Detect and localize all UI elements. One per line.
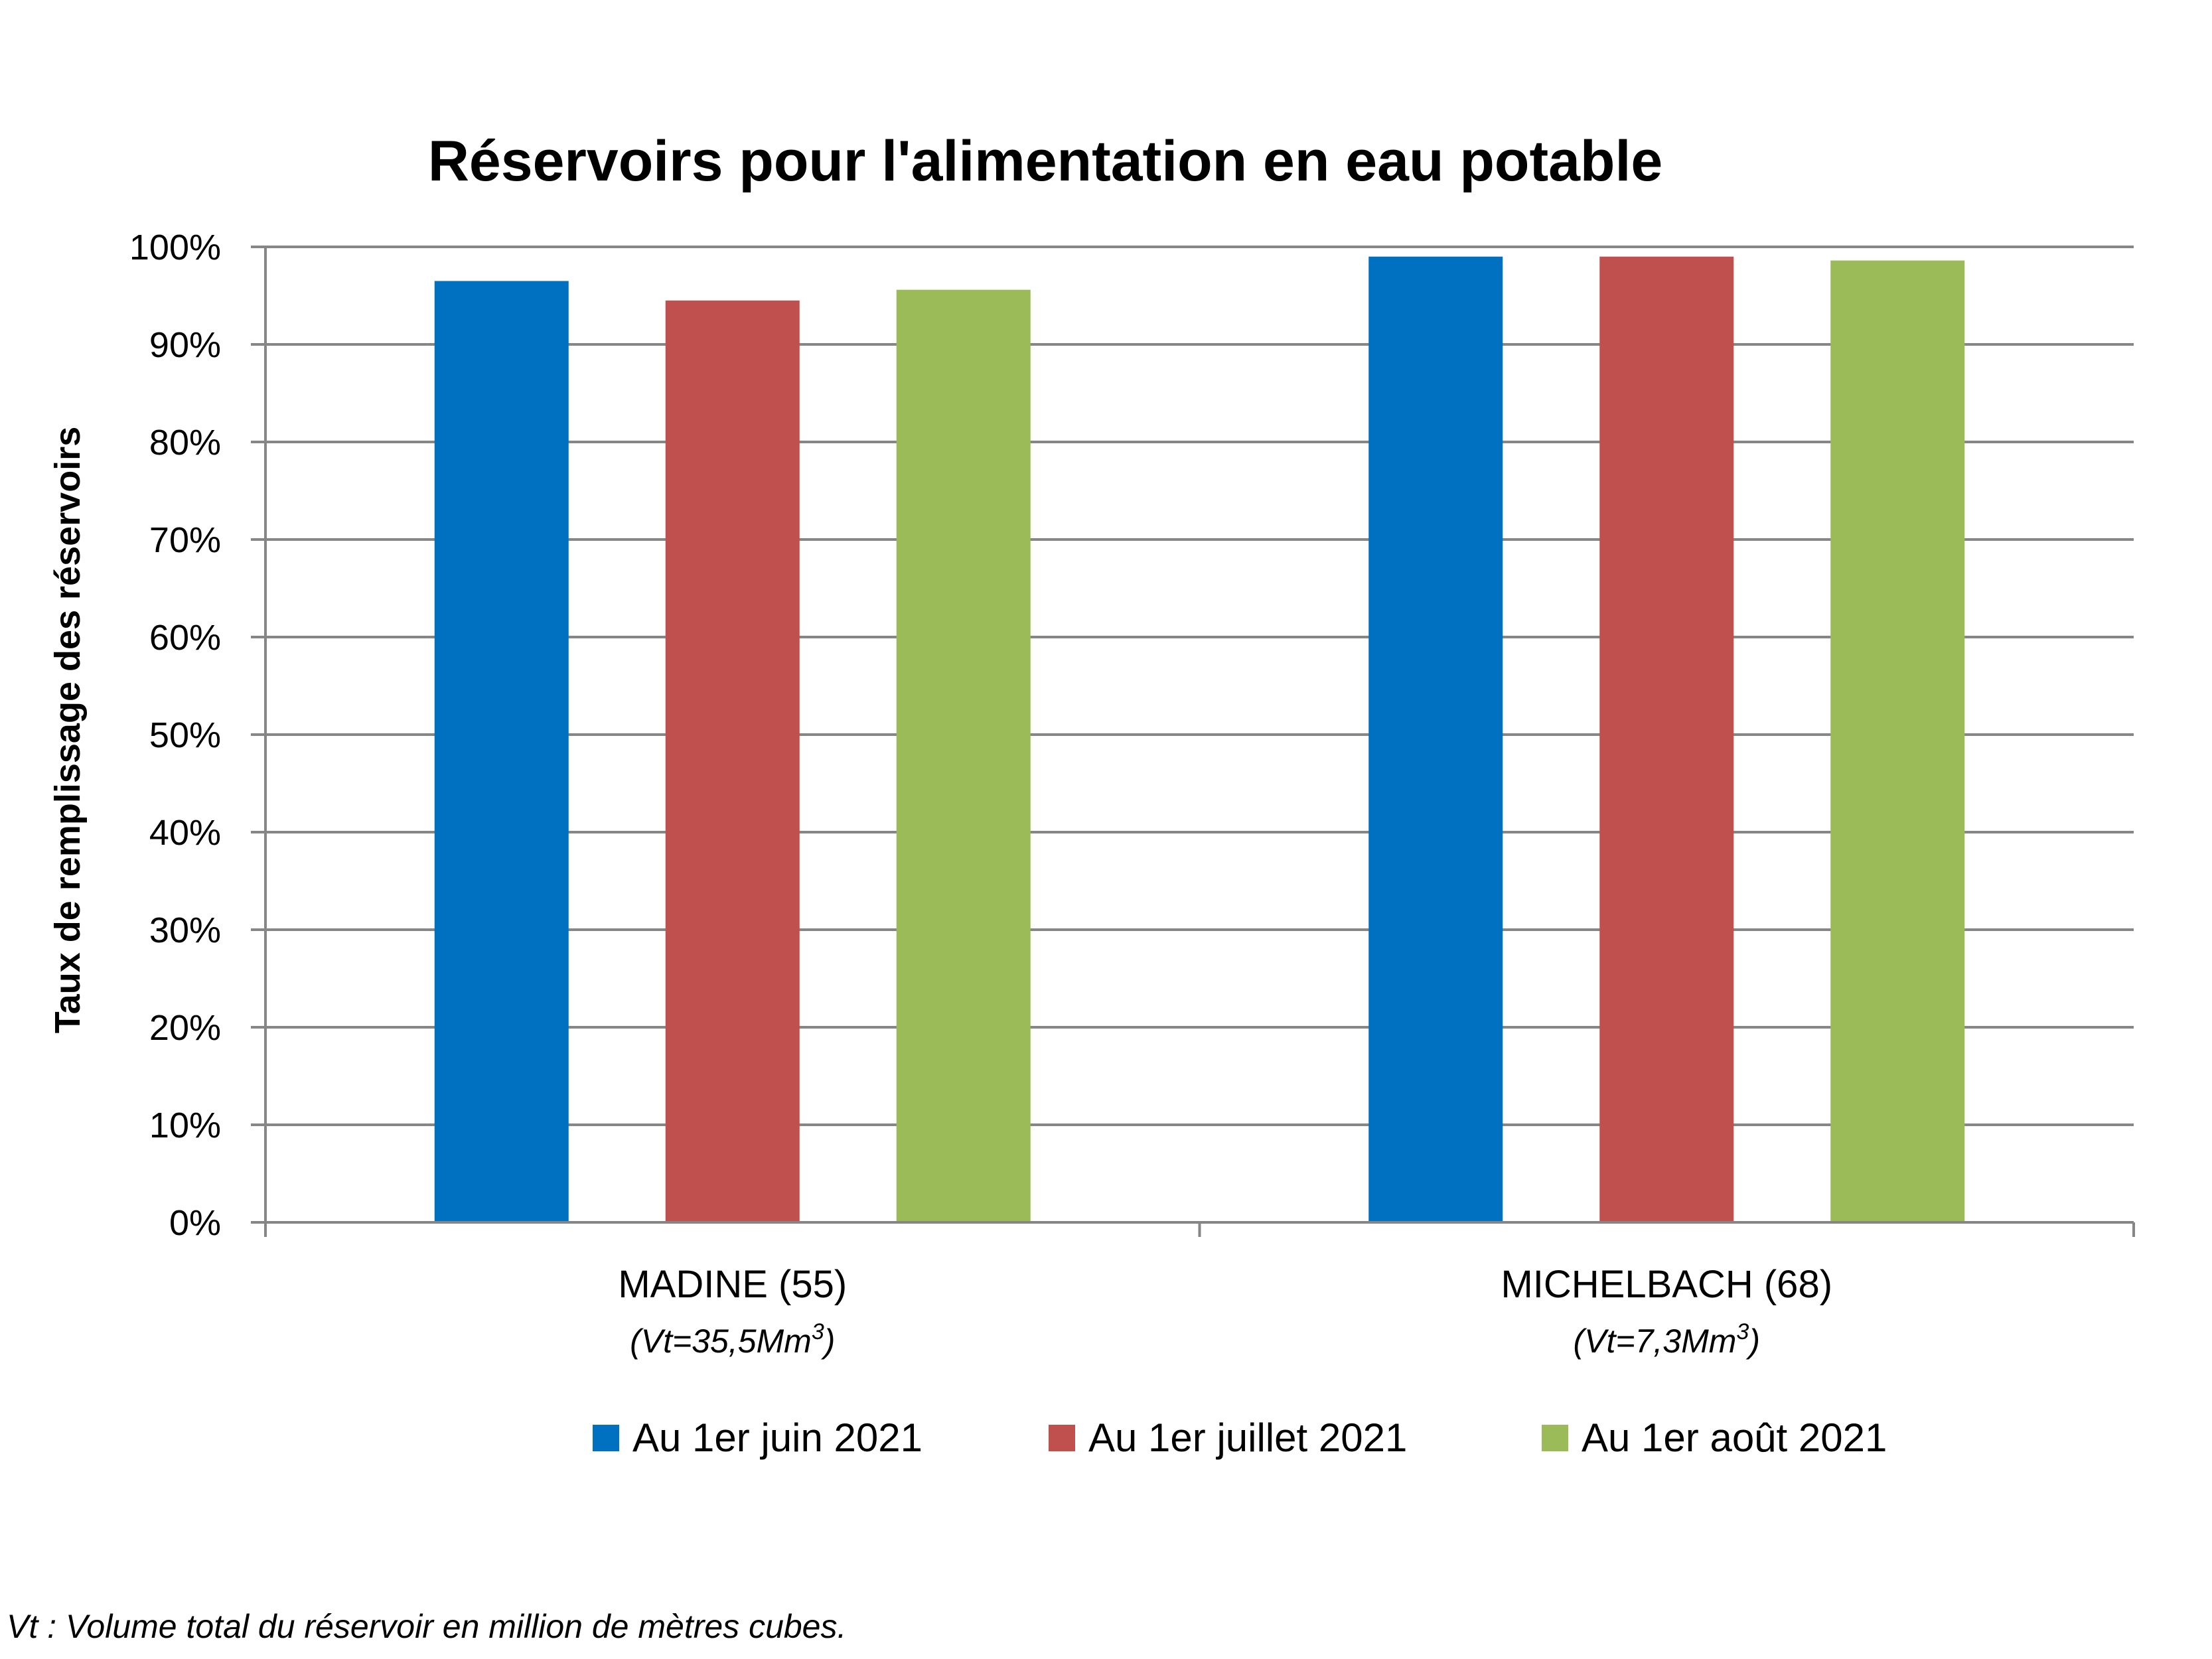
legend-label: Au 1er juin 2021 bbox=[632, 1415, 922, 1460]
bar-1-1 bbox=[434, 281, 569, 1223]
y-tick-label: 50% bbox=[149, 715, 221, 755]
legend-swatch bbox=[1049, 1425, 1075, 1451]
y-tick-label: 20% bbox=[149, 1008, 221, 1048]
y-tick-label: 30% bbox=[149, 910, 221, 950]
bars bbox=[434, 256, 1965, 1223]
legend-swatch bbox=[1542, 1425, 1568, 1451]
y-tick-label: 80% bbox=[149, 423, 221, 463]
category-sublabel: (Vt=35,5Mm3) bbox=[630, 1319, 835, 1360]
y-tick-label: 70% bbox=[149, 520, 221, 560]
y-tick-labels: 0% 10% 20% 30% 40% 50% 60% 70% 80% 90% 100% bbox=[129, 228, 221, 1243]
bar-2-1 bbox=[1368, 256, 1503, 1223]
legend-swatch bbox=[593, 1425, 619, 1451]
category-label: MICHELBACH (68) bbox=[1501, 1263, 1832, 1306]
y-tick-label: 90% bbox=[149, 325, 221, 365]
legend: Au 1er juin 2021 Au 1er juillet 2021 Au 1e… bbox=[593, 1415, 1887, 1460]
bar-1-3 bbox=[896, 289, 1031, 1223]
y-tick-label: 0% bbox=[169, 1203, 221, 1243]
y-tick-label: 10% bbox=[149, 1106, 221, 1145]
y-tick-label: 40% bbox=[149, 813, 221, 853]
bar-2-3 bbox=[1830, 260, 1965, 1223]
y-tick-label: 100% bbox=[129, 228, 221, 267]
category-labels: MADINE (55) (Vt=35,5Mm3) MICHELBACH (68) (V… bbox=[618, 1263, 1832, 1360]
y-tick-label: 60% bbox=[149, 618, 221, 658]
category-sublabel: (Vt=7,3Mm3) bbox=[1574, 1319, 1760, 1360]
footnote: Vt : Volume total du réservoir en millio… bbox=[7, 1608, 846, 1645]
category-label: MADINE (55) bbox=[618, 1263, 847, 1306]
legend-label: Au 1er août 2021 bbox=[1582, 1415, 1887, 1460]
chart-title: Réservoirs pour l'alimentation en eau po… bbox=[428, 129, 1662, 193]
bar-1-2 bbox=[665, 300, 800, 1223]
gridlines bbox=[265, 246, 2134, 1126]
axes bbox=[251, 246, 2135, 1237]
bar-2-2 bbox=[1599, 256, 1734, 1223]
legend-label: Au 1er juillet 2021 bbox=[1088, 1415, 1407, 1460]
y-axis-label: Taux de remplissage des réservoirs bbox=[48, 427, 88, 1033]
